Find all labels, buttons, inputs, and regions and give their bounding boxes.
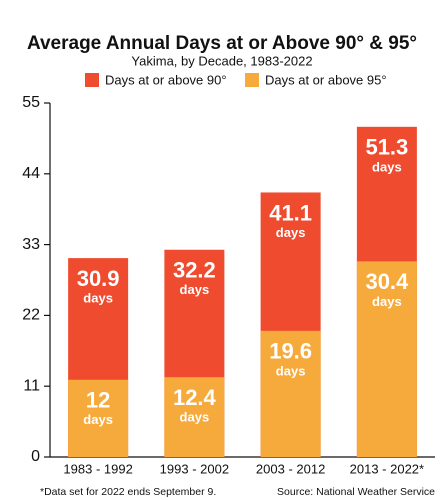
data-label-unit: days (83, 412, 113, 427)
footnote: *Data set for 2022 ends September 9. (40, 486, 216, 498)
x-tick-label: 2003 - 2012 (256, 461, 325, 476)
y-tick-label: 0 (31, 448, 40, 465)
data-label-unit: days (83, 291, 113, 306)
y-tick-label: 11 (23, 377, 40, 394)
data-label: 32.2 (173, 258, 216, 283)
y-tick-label: 22 (22, 307, 40, 324)
data-label: 30.4 (365, 269, 409, 294)
data-label: 12.4 (173, 385, 217, 410)
data-label-unit: days (276, 225, 306, 240)
data-label: 51.3 (365, 135, 408, 160)
y-tick-label: 33 (22, 236, 40, 253)
data-label: 30.9 (77, 266, 120, 291)
chart-title: Average Annual Days at or Above 90° & 95… (27, 33, 417, 54)
data-label-unit: days (372, 294, 402, 309)
source: Source: National Weather Service (277, 486, 435, 498)
data-label-unit: days (180, 282, 210, 297)
data-label: 12 (86, 388, 110, 413)
y-tick-label: 55 (22, 94, 40, 111)
data-label: 41.1 (269, 200, 312, 225)
legend-label: Days at or above 90° (105, 72, 227, 87)
bar (260, 330, 321, 457)
y-tick-label: 44 (22, 165, 40, 182)
x-tick-label: 1983 - 1992 (63, 461, 132, 476)
bar (164, 377, 225, 457)
x-tick-label: 1993 - 2002 (160, 461, 229, 476)
data-label-unit: days (276, 363, 306, 378)
x-tick-label: 2013 - 2022* (350, 461, 424, 476)
legend-swatch (85, 73, 99, 87)
legend-label: Days at or above 95° (265, 72, 387, 87)
data-label-unit: days (180, 410, 210, 425)
data-label: 19.6 (269, 339, 312, 364)
bar (356, 261, 417, 457)
chart-subtitle: Yakima, by Decade, 1983-2022 (131, 53, 312, 68)
legend-swatch (245, 73, 259, 87)
data-label-unit: days (372, 159, 402, 174)
bar (68, 379, 129, 457)
